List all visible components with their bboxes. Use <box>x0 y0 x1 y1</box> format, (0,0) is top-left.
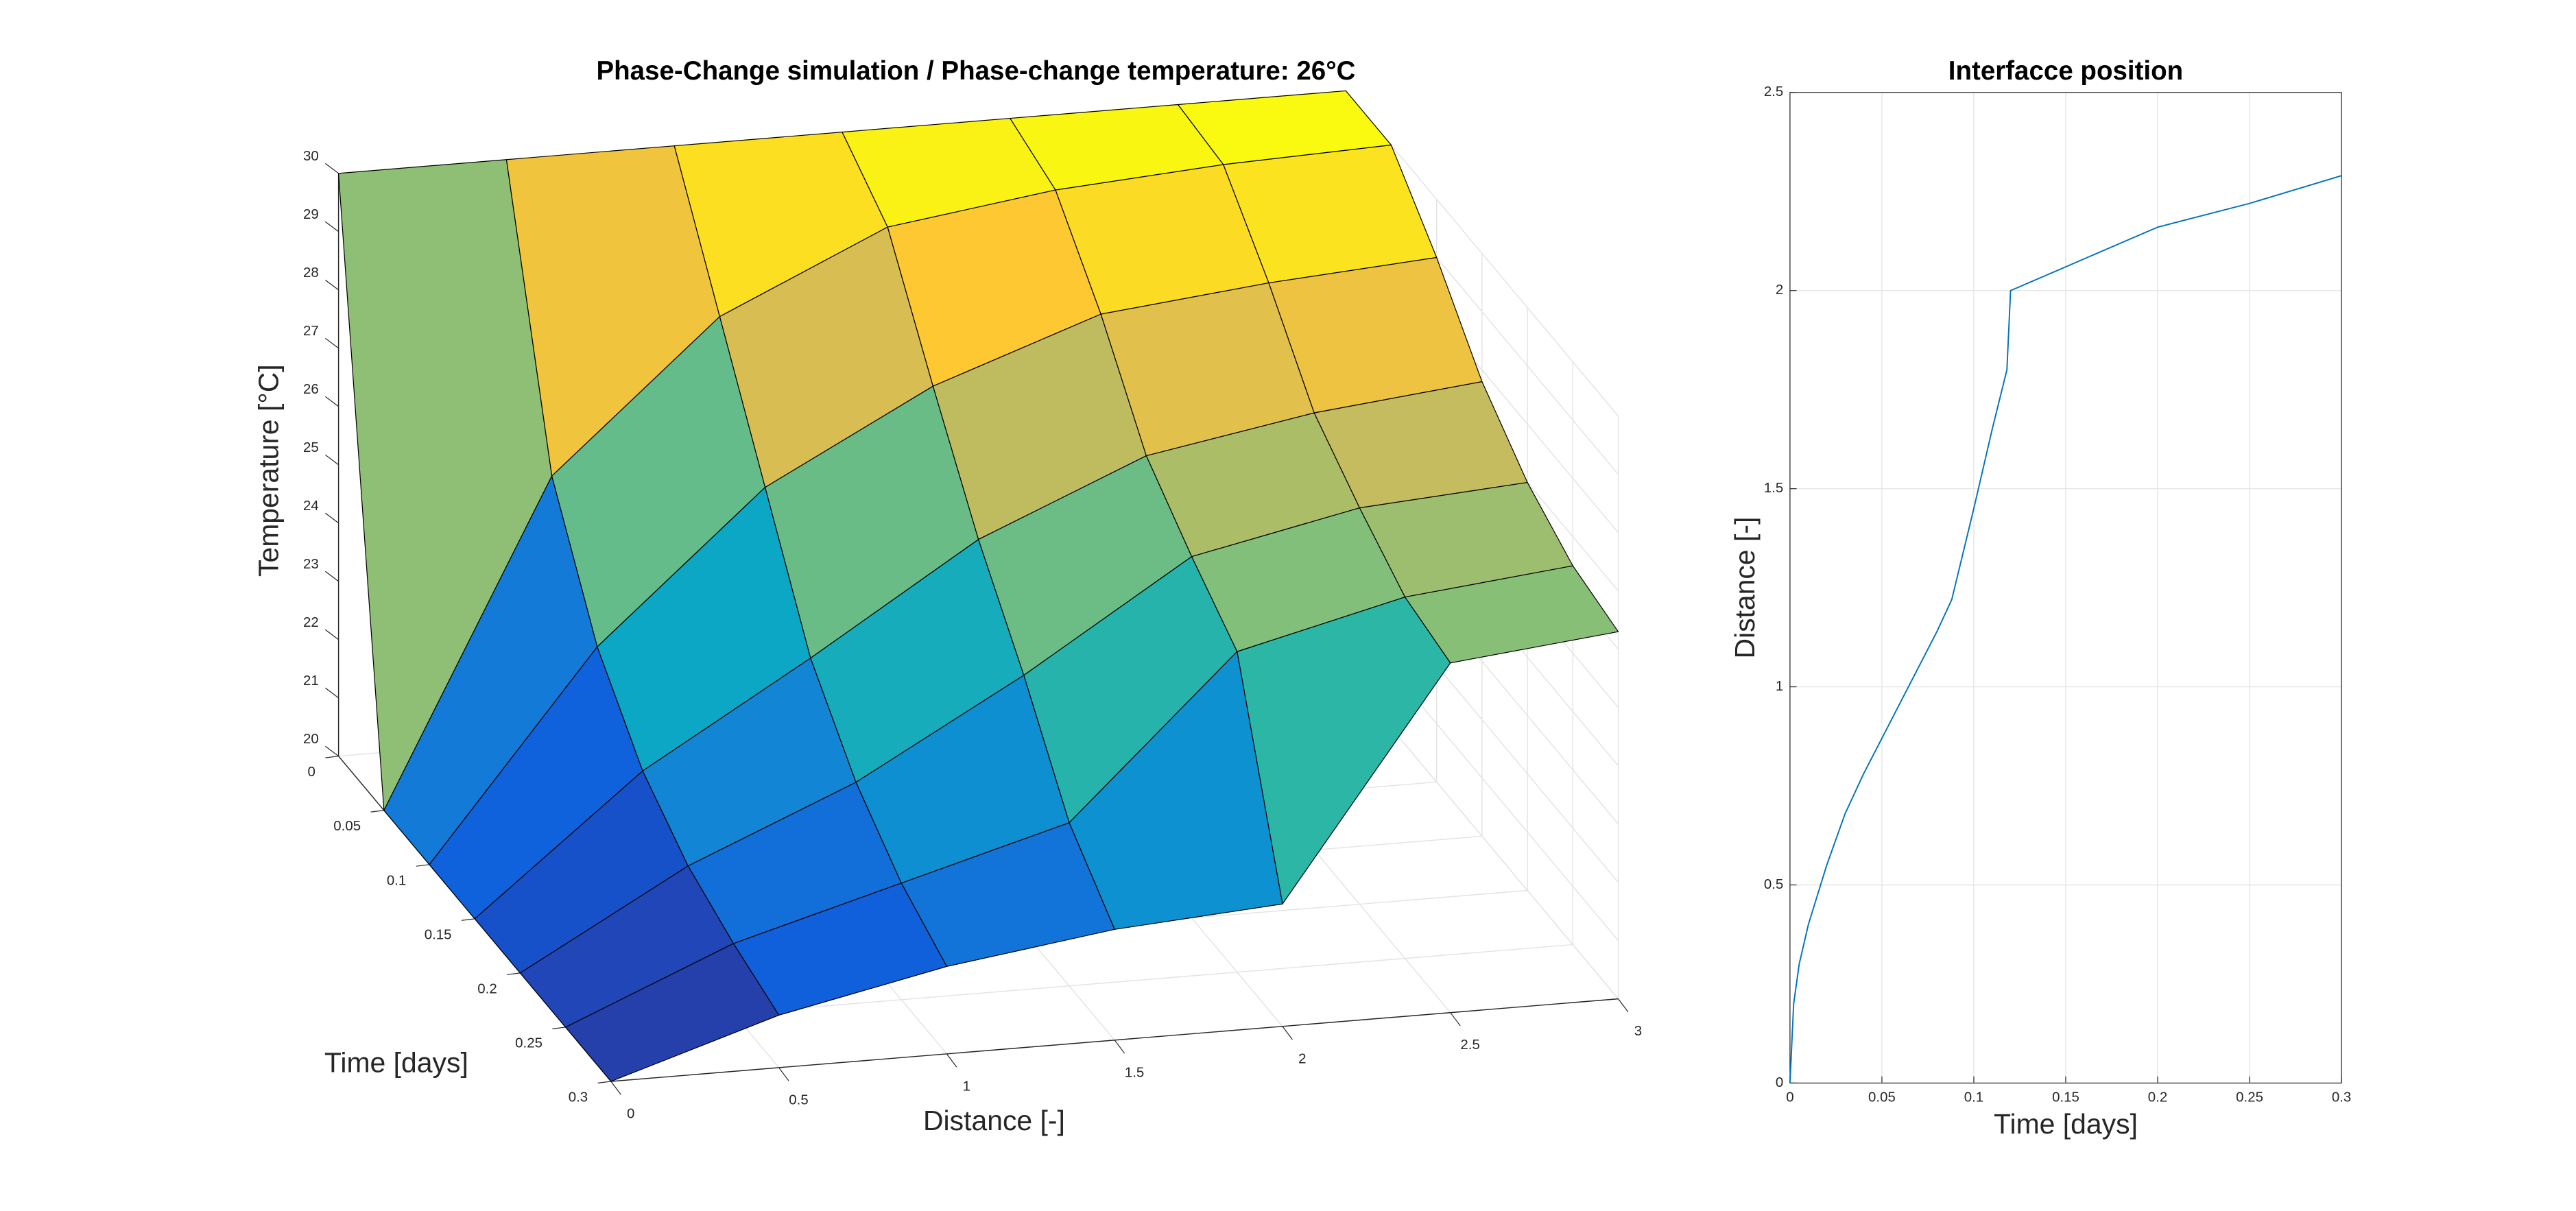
time-tick-label: 0.3 <box>569 1089 588 1105</box>
y-axis-label: Distance [-] <box>1729 517 1761 659</box>
distance-tick <box>1114 1040 1125 1054</box>
y-tick-label: 0.5 <box>1764 876 1783 892</box>
distance-tick <box>1618 998 1629 1013</box>
x-tick-label: 0.05 <box>1868 1089 1896 1105</box>
x-tick-label: 0.2 <box>2148 1089 2167 1105</box>
z-tick <box>324 687 339 699</box>
time-tick <box>552 1027 566 1029</box>
distance-tick <box>778 1067 789 1081</box>
distance-tick <box>1450 1012 1461 1027</box>
distance-tick-label: 2.5 <box>1460 1037 1479 1053</box>
time-tick <box>416 864 430 867</box>
z-tick <box>324 454 339 466</box>
z-tick <box>324 571 339 582</box>
z-tick <box>324 745 339 757</box>
x-tick-label: 0 <box>1786 1089 1793 1105</box>
z-tick <box>324 629 339 640</box>
z-tick <box>324 221 339 232</box>
distance-axis-label: Distance [-] <box>923 1105 1065 1136</box>
distance-tick-label: 0 <box>627 1106 634 1122</box>
time-tick <box>461 918 475 921</box>
x-tick-label: 0.25 <box>2236 1089 2263 1105</box>
z-tick-label: 28 <box>303 265 319 280</box>
z-tick-label: 24 <box>303 498 319 514</box>
surface-title: Phase-Change simulation / Phase-change t… <box>596 56 1355 86</box>
distance-tick <box>946 1053 957 1068</box>
time-tick-label: 0.25 <box>515 1035 542 1051</box>
x-tick-label: 0.15 <box>2052 1089 2079 1105</box>
time-tick-label: 0 <box>308 764 315 780</box>
z-tick <box>324 396 339 407</box>
time-tick <box>507 972 521 975</box>
y-tick-label: 2 <box>1776 282 1783 298</box>
time-axis-label: Time [days] <box>324 1047 468 1079</box>
z-tick <box>324 279 339 291</box>
z-tick-label: 23 <box>303 556 319 572</box>
z-axis-label: Temperature [°C] <box>253 364 285 577</box>
z-tick-label: 22 <box>303 614 319 630</box>
time-tick-label: 0.15 <box>425 926 452 942</box>
x-axis-label: Time [days] <box>1994 1108 2138 1140</box>
z-tick-label: 25 <box>303 440 319 455</box>
surface-patch <box>565 943 780 1082</box>
z-tick <box>324 512 339 524</box>
z-tick-label: 29 <box>303 206 319 222</box>
y-tick-label: 0 <box>1776 1075 1783 1090</box>
z-tick-label: 27 <box>303 323 319 339</box>
x-tick-label: 0.3 <box>2332 1089 2351 1105</box>
line-title: Interfacce position <box>1948 56 2183 86</box>
time-tick <box>325 756 339 758</box>
z-tick-label: 20 <box>303 731 319 747</box>
time-tick-label: 0.1 <box>387 872 406 888</box>
y-tick-label: 1 <box>1776 678 1783 694</box>
z-tick-label: 30 <box>303 148 319 164</box>
z-tick-label: 26 <box>303 381 319 397</box>
x-tick-label: 0.1 <box>1964 1089 1983 1105</box>
z-tick-label: 21 <box>303 673 319 688</box>
distance-tick-label: 1 <box>963 1078 970 1094</box>
time-tick-label: 0.05 <box>333 818 361 834</box>
distance-tick-label: 3 <box>1634 1023 1642 1039</box>
y-tick-label: 1.5 <box>1764 480 1783 496</box>
time-tick <box>370 810 384 813</box>
z-tick <box>324 337 339 349</box>
interface-line <box>1789 175 2342 1083</box>
distance-tick <box>1282 1026 1293 1040</box>
z-tick <box>324 163 339 174</box>
distance-tick <box>610 1081 621 1095</box>
distance-tick-label: 1.5 <box>1125 1064 1144 1080</box>
plot-frame <box>1789 92 2342 1084</box>
time-tick <box>597 1081 611 1084</box>
distance-tick-label: 2 <box>1298 1051 1306 1066</box>
y-tick-label: 2.5 <box>1764 84 1783 99</box>
distance-tick-label: 0.5 <box>789 1092 808 1107</box>
time-tick-label: 0.2 <box>477 981 497 996</box>
